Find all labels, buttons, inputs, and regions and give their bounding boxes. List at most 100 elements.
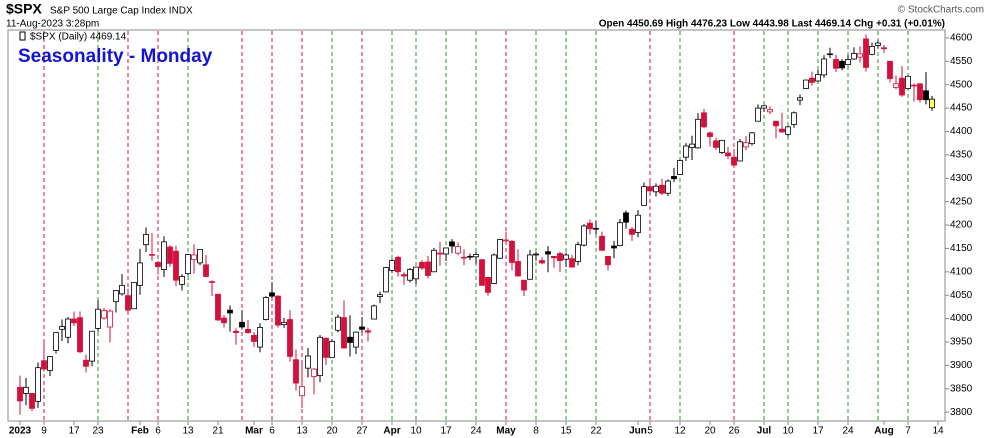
candle-body [107,310,113,328]
x-tick-label: Feb [131,426,149,437]
candle-body [803,79,809,89]
candle-body [533,253,539,256]
candle-body [443,247,449,255]
candle-body [629,228,635,235]
candle-body [515,261,521,277]
candle-body [917,83,923,101]
candle-body [491,254,497,284]
candle-body [221,317,227,324]
y-tick-label: 4100 [950,266,973,277]
candle-body [377,294,383,297]
y-tick-label: 4300 [950,173,973,184]
x-tick-label: 6 [155,426,161,437]
y-tick-label: 4500 [950,79,973,90]
x-tick-label: 21 [212,426,224,437]
candle-body [401,274,407,277]
y-tick-label: 4250 [950,196,973,207]
candle-body [113,290,119,303]
candle-body [689,143,695,148]
x-tick-label: 17 [68,426,80,437]
candle-body [857,53,863,58]
candle-body [365,330,371,333]
candle-body [71,318,77,324]
candle-body [257,327,263,348]
candle-body [419,262,425,269]
candle-body [767,109,773,113]
candle-body [461,256,467,259]
candle-body [275,295,281,326]
y-tick-label: 4000 [950,313,973,324]
candle-body [881,47,887,50]
candle-body [623,212,629,223]
candle-body [173,250,179,281]
candle-body [593,227,599,230]
x-tick-label: 22 [590,426,602,437]
candle-body [161,241,167,270]
candle-body [695,118,701,149]
x-tick-label: 7 [905,426,911,437]
candle-body [797,97,803,101]
description: S&P 500 Large Cap Index INDX [50,6,193,17]
candle-body [839,60,845,69]
x-tick-label: 15 [560,426,572,437]
candle-body [185,254,191,275]
candle-body [905,75,911,89]
candle-body [299,385,305,397]
candle-body [815,74,821,82]
candle-body [29,393,35,409]
candle-body [395,256,401,273]
candle-body [383,267,389,293]
x-tick-label: 12 [674,426,686,437]
candle-body [323,337,329,358]
legend: $SPX (Daily) 4469.14 [30,32,127,43]
candle-body [179,276,185,285]
y-tick-label: 3900 [950,360,973,371]
candle-body [23,386,29,394]
candle-body [47,356,53,371]
x-tick-label: Jul [757,426,772,437]
candle-body [785,126,791,135]
candle-body [821,58,827,76]
candle-body [239,321,245,328]
candle-body [575,244,581,262]
candle-body [863,38,869,68]
candle-body [449,241,455,247]
candle-body [635,214,641,233]
timestamp: 11-Aug-2023 3:28pm [6,19,99,30]
candle-body [833,59,839,69]
candle-body [563,254,569,260]
x-tick-label: 24 [842,426,854,437]
candle-body [485,277,491,293]
candle-body [473,254,479,258]
y-tick-label: 4150 [950,243,973,254]
candle-body [311,368,317,377]
candle-body [281,321,287,326]
candle-body [251,335,257,342]
candle-body [191,254,197,261]
candle-body [653,185,659,193]
candle-body [41,360,47,370]
candle-body [503,239,509,242]
x-tick-label: 5 [647,426,653,437]
candle-body [845,59,851,66]
candle-body [143,233,149,246]
x-tick-label: 10 [410,426,422,437]
candle-body [89,330,95,362]
candle-body [371,305,377,320]
x-tick-label: 2023 [9,426,32,437]
candle-body [911,84,917,87]
quote: Open 4450.69 High 4476.23 Low 4443.98 La… [599,19,945,30]
candle-body [923,90,929,101]
candle-body [887,60,893,80]
chart-title: Seasonality - Monday [18,46,213,67]
candle-body [233,330,239,334]
candle-body [77,317,83,353]
candle-body [497,239,503,259]
candle-body [509,241,515,263]
candle-body [779,128,785,133]
x-tick-label: 10 [782,426,794,437]
candle-body [341,317,347,349]
candle-body [329,341,335,358]
candle-body [605,255,611,266]
candle-body [53,332,59,351]
